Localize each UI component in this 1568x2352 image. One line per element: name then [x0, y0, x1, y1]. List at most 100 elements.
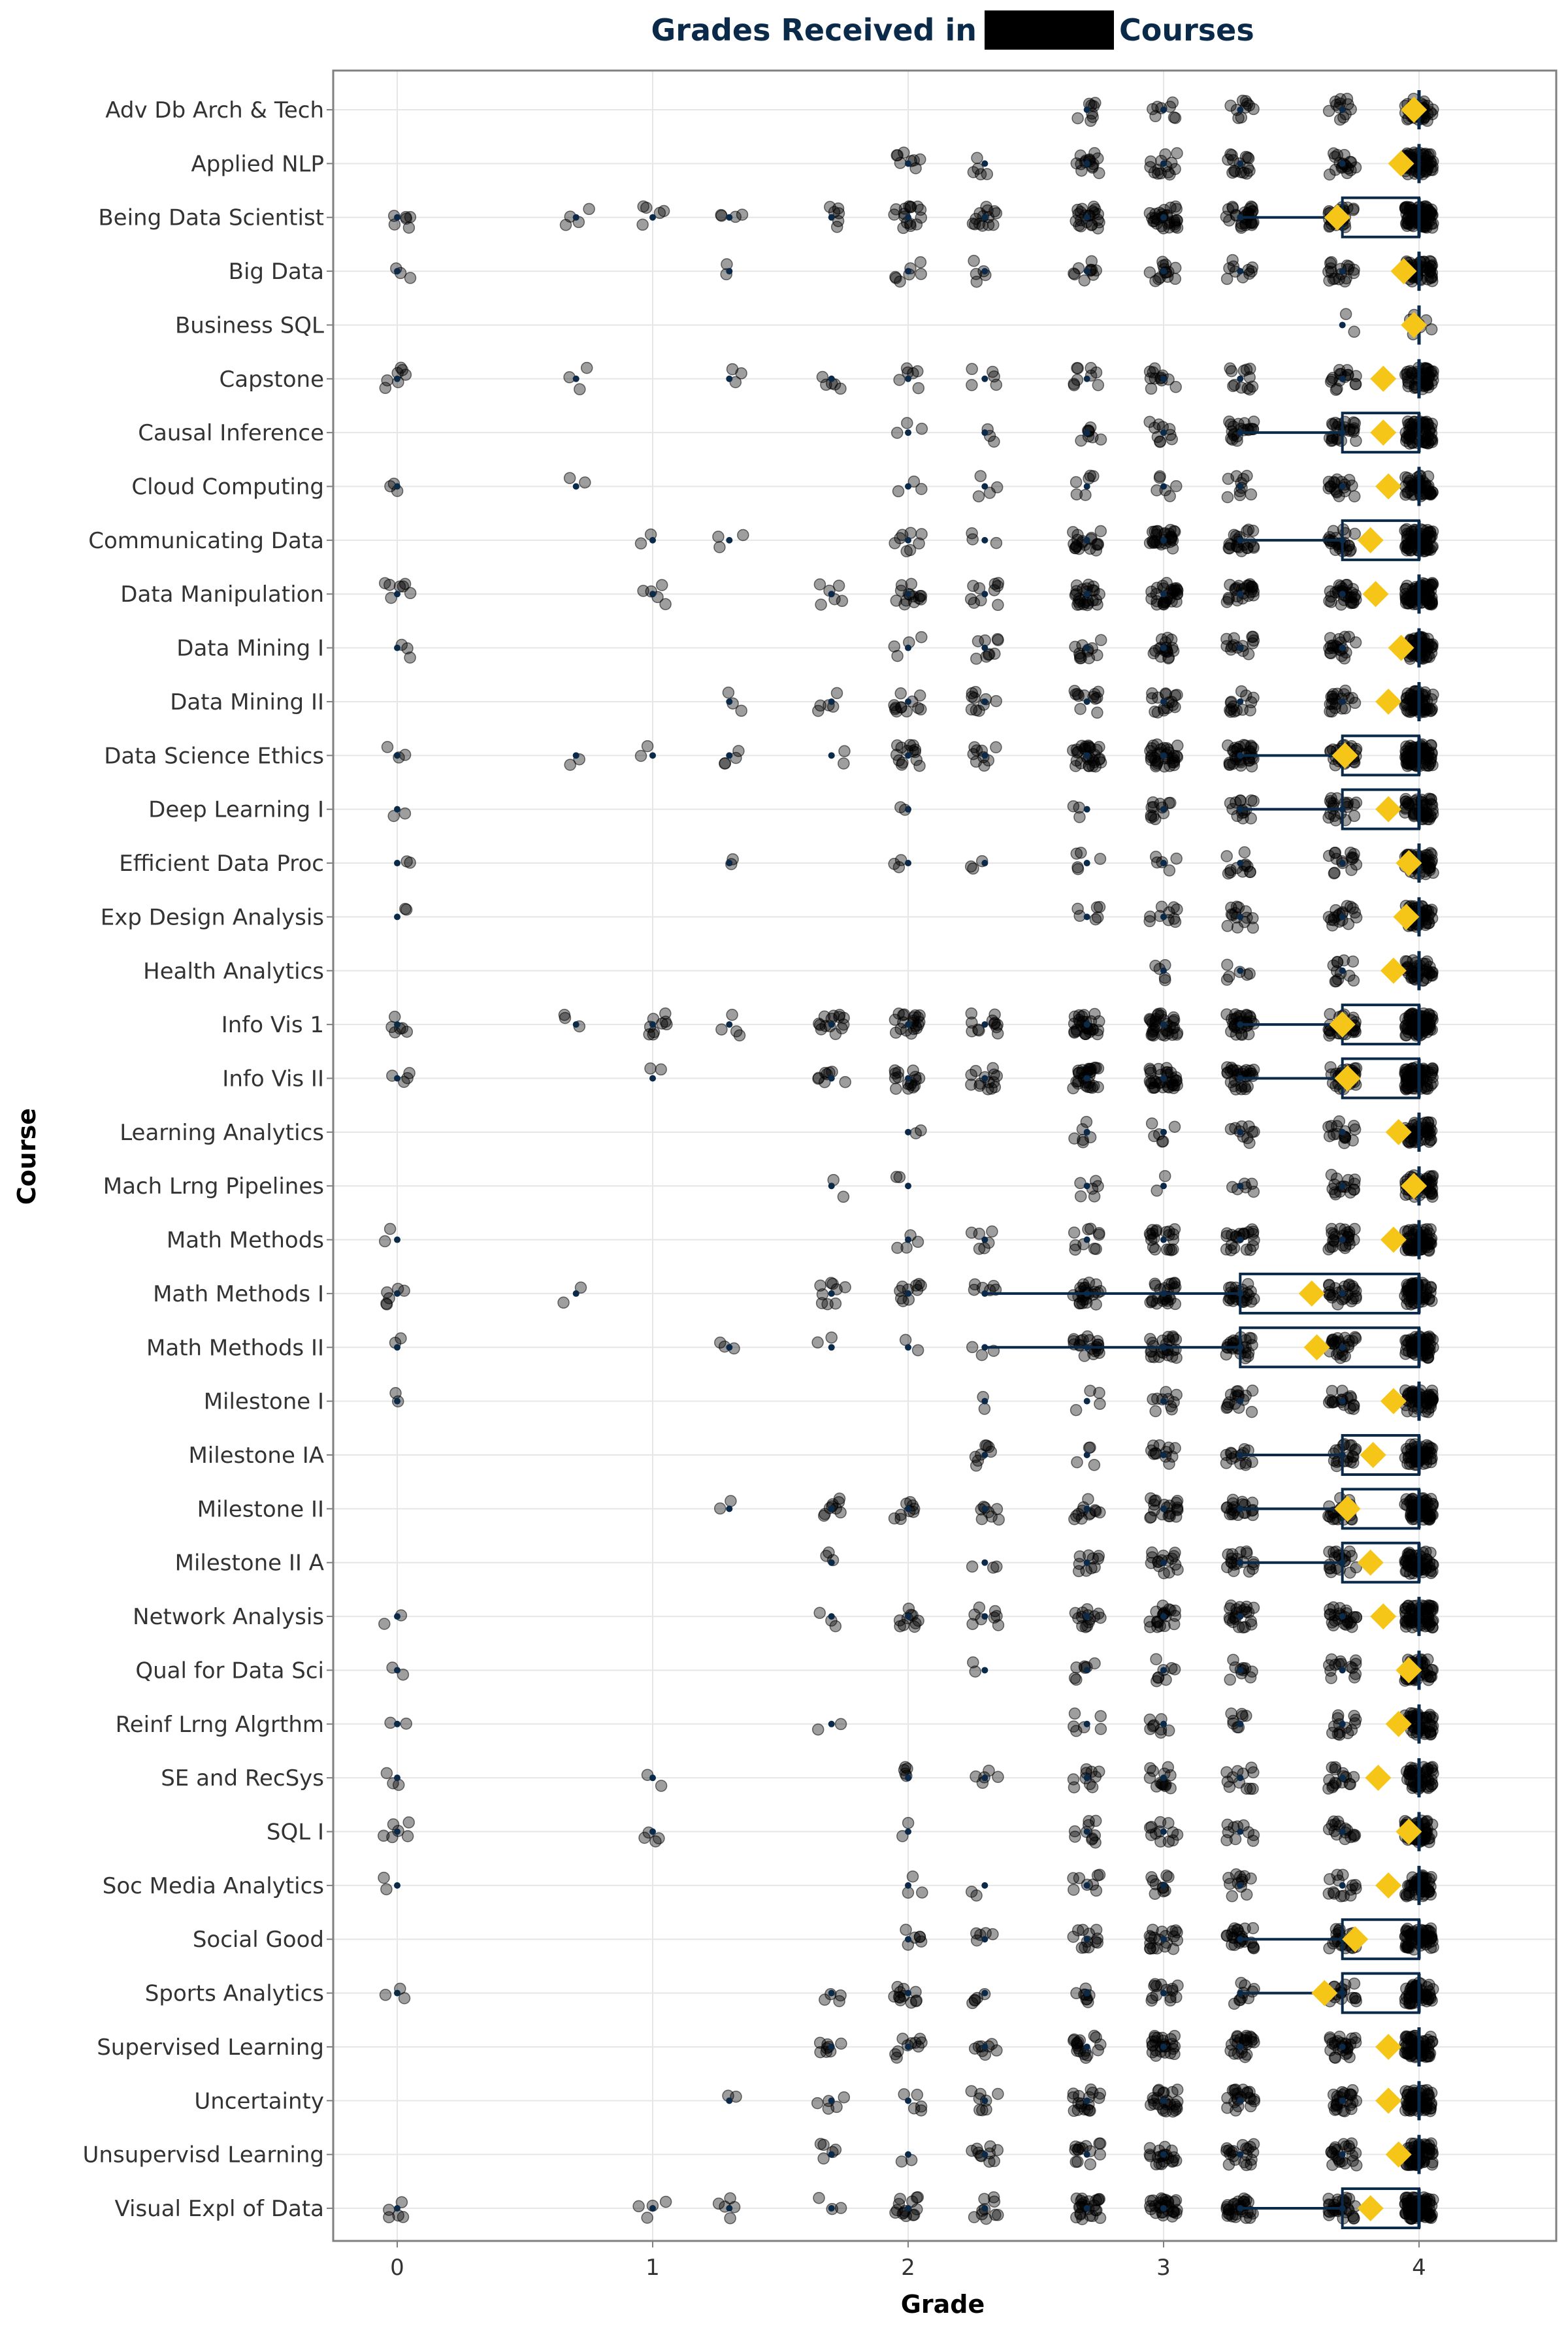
grade-level-dot	[905, 1290, 911, 1297]
grade-point	[1068, 1884, 1080, 1896]
grade-point	[1224, 866, 1237, 879]
grade-point	[1071, 362, 1083, 374]
grade-point	[1088, 1007, 1101, 1021]
grade-point	[1068, 1720, 1080, 1733]
grade-point	[1144, 1723, 1156, 1735]
grade-point	[1090, 1298, 1102, 1311]
grade-point	[1348, 527, 1361, 540]
grade-point	[981, 168, 994, 180]
grade-point	[733, 1029, 746, 1042]
grade-level-dot	[394, 806, 400, 813]
grade-point	[1347, 1134, 1359, 1147]
grade-point	[988, 584, 1001, 596]
grade-point	[1343, 474, 1356, 486]
grade-point	[1422, 1653, 1434, 1666]
grade-point	[1163, 1566, 1175, 1579]
grade-point	[1323, 1562, 1336, 1575]
grade-level-dot	[1160, 1720, 1167, 1727]
grade-point	[400, 1717, 412, 1730]
grade-point	[380, 1883, 393, 1895]
grade-point	[1242, 1350, 1254, 1363]
grade-point	[966, 363, 978, 376]
grade-point	[1149, 372, 1161, 385]
grade-point	[1145, 1028, 1158, 1041]
grade-point	[1426, 417, 1439, 430]
grade-level-dot	[828, 752, 835, 759]
grade-level-dot	[1339, 268, 1346, 275]
grade-point	[1094, 1285, 1107, 1298]
grade-point	[966, 1025, 978, 1037]
grade-point	[1349, 1658, 1362, 1671]
grade-point	[1423, 1293, 1435, 1306]
grade-point	[1171, 1828, 1184, 1841]
grade-point	[1145, 809, 1158, 822]
grade-level-dot	[1237, 644, 1244, 651]
grade-point	[1347, 974, 1360, 987]
grade-level-dot	[1339, 860, 1346, 867]
grade-point	[1168, 1223, 1181, 1235]
grade-point	[992, 598, 1004, 612]
grade-point	[1407, 1599, 1420, 1612]
grade-point	[1226, 803, 1239, 815]
grade-point	[1401, 749, 1414, 762]
grade-level-dot	[1083, 160, 1090, 167]
grade-point	[1323, 432, 1336, 444]
grade-point	[1426, 1393, 1439, 1406]
grade-level-dot	[394, 1397, 400, 1405]
grade-point	[1074, 1190, 1087, 1203]
grade-point	[891, 1241, 904, 1254]
grade-point	[830, 221, 843, 233]
grade-point	[1424, 960, 1436, 973]
grade-level-dot	[1339, 106, 1346, 113]
grade-point	[973, 1243, 986, 1255]
grade-point	[1147, 536, 1160, 549]
grade-level-dot	[726, 1021, 733, 1028]
grade-point	[1073, 1339, 1086, 1351]
grade-point	[1423, 862, 1436, 874]
grade-point	[1144, 910, 1156, 923]
grade-point	[890, 595, 903, 607]
grade-point	[1222, 970, 1235, 983]
chart-title-part1: Grades Received in	[651, 12, 977, 48]
grade-level-dot	[1160, 1452, 1167, 1458]
grade-point	[1247, 1558, 1260, 1571]
grade-level-dot	[1160, 1774, 1167, 1782]
grade-point	[1226, 1890, 1239, 1903]
grade-point	[1230, 900, 1243, 913]
grade-point	[1343, 1278, 1356, 1291]
grade-level-dot	[981, 375, 988, 382]
grade-level-dot	[981, 1021, 988, 1028]
grade-level-dot	[1237, 375, 1244, 382]
grade-point	[1168, 1120, 1181, 1133]
grade-level-dot	[905, 1183, 911, 1190]
grade-point	[384, 578, 396, 591]
grade-point	[1169, 163, 1181, 175]
grade-level-dot	[1160, 806, 1167, 813]
grade-point	[1349, 378, 1362, 391]
grade-point	[1327, 1234, 1339, 1247]
grade-point	[1154, 436, 1166, 448]
grade-level-dot	[726, 752, 733, 759]
grade-level-dot	[905, 752, 911, 759]
grade-point	[559, 219, 572, 231]
grade-point	[897, 221, 909, 235]
grade-point	[1405, 1554, 1418, 1566]
grade-level-dot	[394, 1236, 400, 1243]
grade-point	[725, 1495, 737, 1507]
grade-point	[1093, 741, 1105, 753]
grade-point	[970, 653, 983, 665]
grade-point	[975, 1348, 988, 1362]
grade-point	[1071, 688, 1084, 700]
grade-level-dot	[1237, 1613, 1244, 1620]
grade-point	[379, 382, 392, 395]
grade-level-dot	[981, 536, 988, 544]
grade-point	[1348, 325, 1360, 338]
grade-level-dot	[1083, 483, 1090, 490]
grade-level-dot	[905, 268, 911, 275]
grade-point	[838, 757, 850, 770]
grade-level-dot	[1339, 698, 1346, 705]
grade-point	[914, 153, 926, 166]
grade-level-dot	[1339, 591, 1346, 598]
grade-point	[1348, 1120, 1360, 1132]
grade-point	[892, 485, 905, 498]
